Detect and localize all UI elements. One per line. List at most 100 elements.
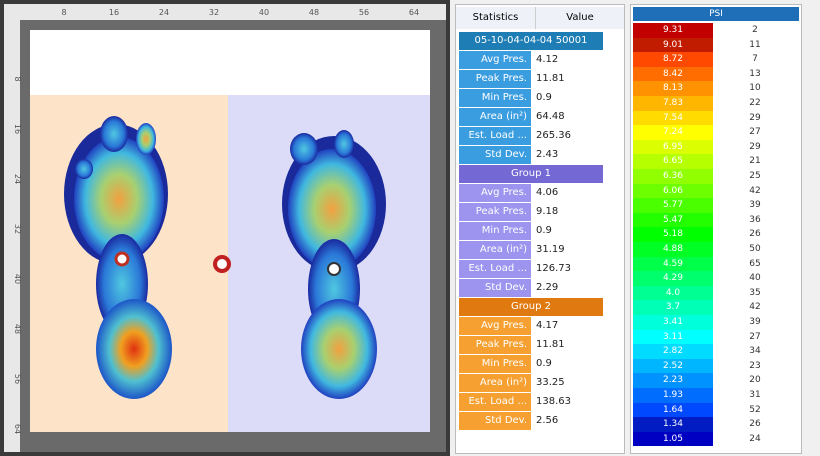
stat-label: Peak Pres.: [459, 203, 531, 221]
legend-swatch: 1.05: [633, 431, 713, 447]
legend-count: 26: [749, 229, 761, 240]
section-header: Group 1: [459, 165, 603, 183]
legend-count: 39: [749, 200, 761, 211]
right-foot: [282, 130, 386, 399]
legend-count: 20: [749, 375, 761, 386]
legend-title: PSI: [633, 7, 799, 21]
legend-count: 65: [749, 258, 761, 269]
legend-count: 23: [749, 360, 761, 371]
stat-value: 11.81: [536, 339, 565, 350]
ruler-label: 32: [209, 8, 219, 17]
legend-swatch: 9.01: [633, 37, 713, 53]
legend-swatch: 5.77: [633, 198, 713, 213]
legend-count: 42: [749, 302, 761, 313]
ruler-label: 8: [13, 76, 22, 81]
legend-count: 10: [749, 83, 761, 94]
legend-count: 7: [752, 54, 758, 65]
stat-value: 2.43: [536, 149, 559, 160]
legend-swatch: 1.93: [633, 388, 713, 403]
legend-count: 52: [749, 404, 761, 415]
legend-swatch: 8.13: [633, 81, 713, 96]
legend-swatch: 2.82: [633, 344, 713, 359]
legend-swatch: 5.18: [633, 227, 713, 242]
legend-swatch: 3.7: [633, 300, 713, 315]
stat-value: 4.12: [536, 54, 559, 65]
ruler-label: 40: [259, 8, 269, 17]
stat-label: Area (in²): [459, 108, 531, 126]
stat-value: 4.06: [536, 187, 559, 198]
legend-swatch: 2.23: [633, 373, 713, 388]
center-marker: [213, 255, 231, 273]
stat-label: Peak Pres.: [459, 336, 531, 354]
legend-swatch: 4.0: [633, 285, 713, 301]
ruler-label: 8: [61, 8, 66, 17]
stat-value: 0.9: [536, 92, 552, 103]
ruler-label: 24: [13, 174, 22, 184]
stat-label: Peak Pres.: [459, 70, 531, 88]
legend-swatch: 7.24: [633, 125, 713, 140]
stat-value: 64.48: [536, 111, 565, 122]
legend-count: 50: [749, 244, 761, 254]
ruler-label: 24: [159, 8, 169, 17]
column-header[interactable]: Value: [536, 7, 624, 29]
legend-swatch: 6.95: [633, 139, 713, 155]
ruler-label: 56: [13, 374, 22, 384]
ruler-label: 56: [359, 8, 369, 17]
stat-label: Est. Load ...: [459, 393, 531, 411]
stat-value: 31.19: [536, 244, 565, 255]
legend-count: 24: [749, 433, 761, 444]
stat-value: 9.18: [536, 206, 559, 217]
column-header[interactable]: Statistics: [456, 7, 536, 29]
legend-swatch: 5.47: [633, 212, 713, 228]
legend-swatch: 2.52: [633, 358, 713, 374]
ruler-label: 64: [13, 424, 22, 434]
section-header: 05-10-04-04-04 50001: [459, 32, 603, 50]
legend-count: 36: [749, 214, 761, 225]
legend-swatch: 7.83: [633, 96, 713, 111]
stat-label: Avg Pres.: [459, 184, 531, 202]
legend-count: 39: [749, 317, 761, 327]
legend-count: 26: [749, 419, 761, 430]
legend-count: 13: [749, 68, 761, 79]
stat-value: 0.9: [536, 225, 552, 236]
legend-count: 42: [749, 185, 761, 196]
legend-count: 22: [749, 98, 761, 108]
legend-swatch: 6.06: [633, 183, 713, 199]
legend-swatch: 4.59: [633, 256, 713, 272]
ruler-label: 64: [409, 8, 419, 17]
stat-label: Area (in²): [459, 241, 531, 259]
stat-value: 11.81: [536, 73, 565, 84]
legend-count: 29: [749, 112, 761, 123]
stat-label: Std Dev.: [459, 146, 531, 164]
stat-value: 2.29: [536, 282, 559, 293]
legend-swatch: 3.41: [633, 315, 713, 330]
stat-label: Std Dev.: [459, 412, 531, 430]
rulers: 8 16 24 32 40 48 56 64 8 16 24 32 40 48 56 64: [13, 8, 419, 434]
stat-label: Min Pres.: [459, 222, 531, 240]
ruler-label: 48: [13, 324, 22, 334]
stat-label: Min Pres.: [459, 355, 531, 373]
legend-swatch: 1.34: [633, 417, 713, 432]
stat-value: 0.9: [536, 358, 552, 369]
stat-label: Avg Pres.: [459, 51, 531, 69]
statistics-panel: Statistics Value 05-10-04-04-04 50001 Avg P…: [455, 4, 625, 454]
legend-swatch: 9.31: [633, 23, 713, 38]
legend-count: 27: [749, 127, 761, 138]
legend-swatch: 4.88: [633, 242, 713, 257]
left-foot: [64, 116, 172, 399]
stat-label: Est. Load ...: [459, 127, 531, 145]
ruler-label: 16: [109, 8, 119, 17]
stat-value: 2.56: [536, 415, 559, 426]
legend-count: 27: [749, 331, 761, 342]
stat-label: Min Pres.: [459, 89, 531, 107]
legend-swatch: 3.11: [633, 329, 713, 345]
ruler-label: 16: [13, 124, 22, 134]
legend-count: 2: [752, 25, 758, 35]
pressure-canvas: 8 16 24 32 40 48 56 64 8 16 24 32 40 48 56 64: [4, 4, 446, 452]
legend-panel: PSI 9.31 2 9.01 11 8.72 7 8.42 13 8.13 10 7.83 22 7.5…: [630, 4, 802, 454]
legend-count: 21: [749, 156, 761, 167]
stat-value: 265.36: [536, 130, 571, 141]
ruler-label: 32: [13, 224, 22, 234]
stat-value: 4.17: [536, 320, 559, 331]
